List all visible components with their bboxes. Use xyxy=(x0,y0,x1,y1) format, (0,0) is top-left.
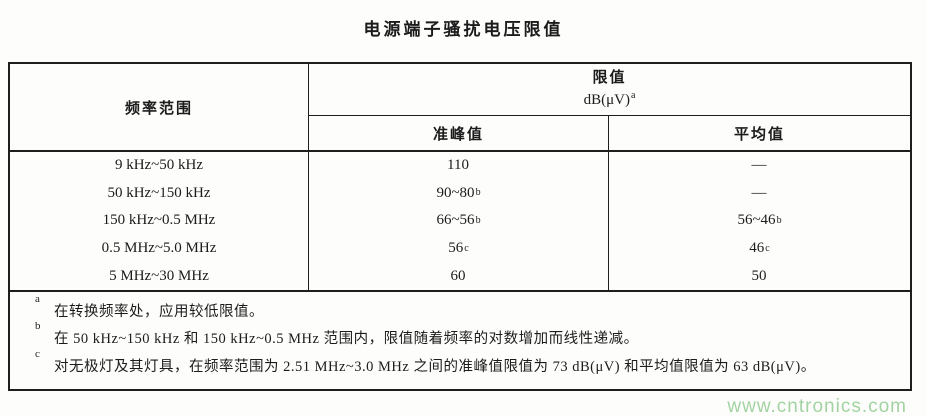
frequency-range-cell: 150 kHz~0.5 MHz xyxy=(10,207,309,235)
quasi-peak-value-cell: 90~80 b xyxy=(309,179,609,208)
average-value: — xyxy=(751,157,767,174)
footnote-text: 对无极灯及其灯具，在频率范围为 2.51 MHz~3.0 MHz 之间的准峰值限… xyxy=(54,358,816,375)
footnote-text: 在转换频率处，应用较低限值。 xyxy=(54,303,264,320)
quasi-peak-value-cell: 56 c xyxy=(309,234,609,263)
quasi-peak-value: 66~56 xyxy=(436,212,475,229)
header-limit-label: 限值 xyxy=(592,70,627,86)
frequency-range-cell: 9 kHz~50 kHz xyxy=(10,152,309,180)
average-value-cell: — xyxy=(609,152,910,180)
header-average: 平均值 xyxy=(733,126,785,143)
table-row: 50 kHz~150 kHz 90~80 b — xyxy=(10,179,910,208)
footnote: a 在转换频率处，应用较低限值。 xyxy=(35,292,264,320)
limit-unit-text: dB(μV) xyxy=(583,92,630,108)
frequency-range-cell: 50 kHz~150 kHz xyxy=(10,179,309,208)
quasi-peak-value: 56 xyxy=(448,240,464,257)
voltage-limits-table: 频率范围 限值 dB(μV)a 准峰值 平均值 9 kHz~50 kHz 110… xyxy=(8,62,912,392)
table-row: 0.5 MHz~5.0 MHz 56 c 46 c xyxy=(10,234,910,263)
limit-unit-footnote-marker: a xyxy=(630,90,636,101)
average-value: 56~46 xyxy=(737,212,776,229)
quasi-peak-value: 60 xyxy=(450,267,466,284)
quasi-peak-value-cell: 60 xyxy=(309,262,609,290)
quasi-peak-value-cell: 110 xyxy=(309,152,609,180)
table-row: 150 kHz~0.5 MHz 66~56 b 56~46 b xyxy=(10,207,910,235)
table-body: 9 kHz~50 kHz 110 — 50 kHz~150 kHz 90~80 b… xyxy=(10,152,910,292)
table-header: 频率范围 限值 dB(μV)a 准峰值 平均值 xyxy=(10,64,910,152)
footnote: c 对无极灯及其灯具，在频率范围为 2.51 MHz~3.0 MHz 之间的准峰值… xyxy=(35,347,816,375)
header-limit-unit: dB(μV)a xyxy=(584,90,636,111)
footnote-text: 在 50 kHz~150 kHz 和 150 kHz~0.5 MHz 范围内，限… xyxy=(54,331,639,348)
average-value-cell: 56~46 b xyxy=(737,212,782,229)
average-value: 46 xyxy=(749,240,765,257)
table-row: 5 MHz~30 MHz 60 50 xyxy=(10,262,910,290)
frequency-range-cell: 5 MHz~30 MHz xyxy=(10,262,309,290)
frequency-range-cell: 0.5 MHz~5.0 MHz xyxy=(10,234,309,263)
header-quasi-peak: 准峰值 xyxy=(309,116,609,150)
header-frequency-range: 频率范围 xyxy=(10,64,309,150)
page-title: 电源端子骚扰电压限值 xyxy=(363,20,564,39)
average-value-cell: — xyxy=(609,180,910,208)
average-value: — xyxy=(751,184,767,201)
average-value-cell: 50 xyxy=(609,262,910,290)
quasi-peak-value-cell: 66~56 b xyxy=(309,207,609,235)
average-value-cell: 46 c xyxy=(749,240,770,257)
header-limit-group: 限值 dB(μV)a xyxy=(309,64,910,116)
average-value: 50 xyxy=(751,267,767,284)
quasi-peak-value: 110 xyxy=(447,157,469,174)
table-row: 9 kHz~50 kHz 110 — xyxy=(10,152,910,180)
watermark-url: www.cntronics.com xyxy=(727,396,907,417)
quasi-peak-value: 90~80 xyxy=(436,184,475,201)
